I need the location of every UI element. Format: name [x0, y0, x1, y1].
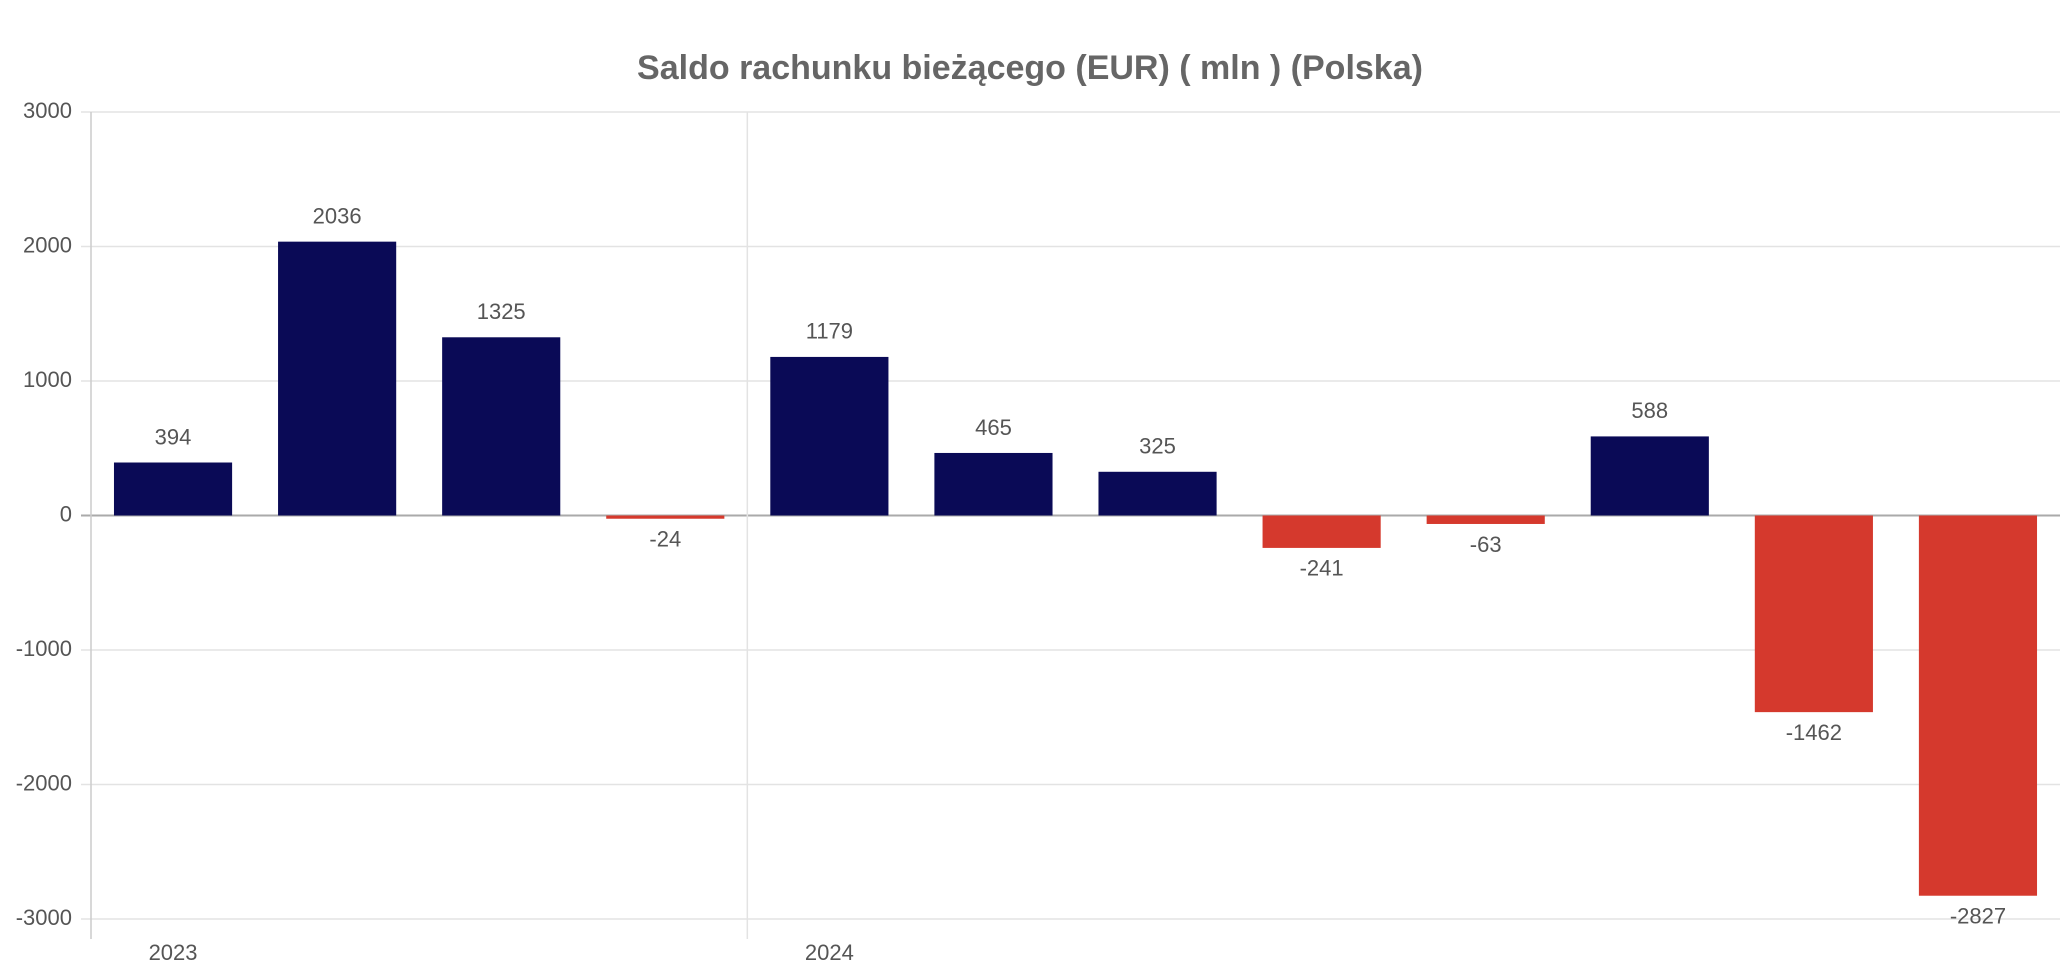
- bar: [113, 462, 233, 516]
- value-label: 1179: [806, 319, 853, 344]
- bar: [934, 452, 1053, 516]
- value-label: 2036: [313, 203, 362, 228]
- bar: [278, 241, 397, 516]
- y-tick-label: 2000: [23, 232, 72, 257]
- bar: [442, 337, 561, 516]
- value-label: 1325: [477, 299, 526, 324]
- x-tick-label: 2024: [805, 940, 854, 964]
- bar: [1918, 515, 2038, 896]
- bar: [770, 356, 889, 516]
- value-label: 394: [155, 424, 192, 449]
- y-tick-label: 3000: [23, 98, 72, 123]
- x-tick-label: 2023: [149, 940, 198, 964]
- bar: [1262, 515, 1381, 548]
- chart-title: Saldo rachunku bieżącego (EUR) ( mln ) (…: [637, 49, 1423, 87]
- value-label: -241: [1300, 556, 1344, 581]
- bar: [1098, 471, 1217, 516]
- y-tick-label: -3000: [16, 905, 72, 930]
- value-label: -2827: [1950, 904, 2006, 929]
- value-label: 588: [1631, 398, 1668, 423]
- value-label: -63: [1470, 532, 1502, 557]
- y-tick-label: 0: [60, 501, 72, 526]
- value-label: -24: [649, 527, 681, 552]
- value-label: 325: [1139, 434, 1176, 459]
- y-tick-label: 1000: [23, 367, 72, 392]
- bar: [1754, 515, 1873, 713]
- value-label: -1462: [1786, 720, 1842, 745]
- bar: [606, 515, 725, 519]
- y-tick-label: -2000: [16, 770, 72, 795]
- bar: [1426, 515, 1545, 524]
- bar: [1590, 436, 1709, 516]
- y-tick-label: -1000: [16, 636, 72, 661]
- value-label: 465: [975, 415, 1012, 440]
